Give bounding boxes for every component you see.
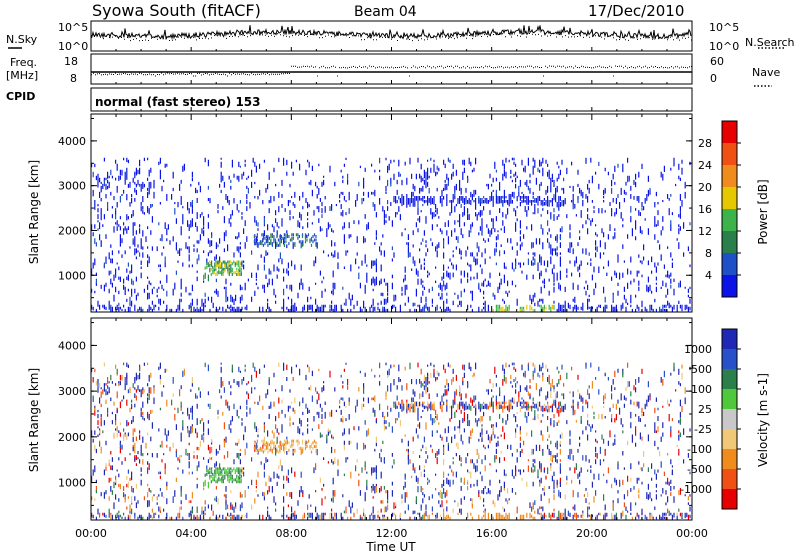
cpid-label: CPID — [6, 90, 35, 103]
colorbar-tick-label: 500 — [691, 363, 712, 376]
colorbar-tick-label: -500 — [687, 463, 712, 476]
velocity-ylabel: Slant Range [km] — [27, 368, 41, 472]
colorbar-segment — [722, 209, 737, 232]
colorbar-tick-label: 16 — [698, 203, 712, 216]
colorbar-segment — [722, 253, 737, 276]
ytick-label: 2000 — [58, 224, 86, 237]
ytick-label: 3000 — [58, 385, 86, 398]
xtick-label: 12:00 — [376, 527, 408, 540]
colorbar-segment — [722, 489, 737, 510]
nsky-trace — [91, 25, 692, 41]
colorbar-segment — [722, 329, 737, 350]
colorbar-frame — [721, 328, 738, 510]
colorbar-tick-label: -100 — [687, 443, 712, 456]
colorbar-tick-label: 25 — [698, 403, 712, 416]
velocity-cells — [94, 362, 683, 520]
xtick-label: 16:00 — [476, 527, 508, 540]
xtick-label: 20:00 — [576, 527, 608, 540]
nsky-tick-top: 10^5 — [58, 21, 88, 34]
plot-title: Syowa South (fitACF) — [92, 1, 261, 20]
freq-tick-bottom: 8 — [70, 72, 77, 85]
ytick-label: 2000 — [58, 431, 86, 444]
power-cells — [203, 260, 555, 312]
ytick-label: 3000 — [58, 180, 86, 193]
ytick-label: 4000 — [58, 339, 86, 352]
colorbar-segment — [722, 187, 737, 210]
freq-tick-top: 18 — [64, 55, 78, 68]
power-ylabel: Slant Range [km] — [27, 160, 41, 264]
xtick-label: 04:00 — [175, 527, 207, 540]
power-cells — [92, 157, 691, 312]
colorbar-tick-label: 12 — [698, 225, 712, 238]
nsearch-tick-bottom: 10^0 — [709, 40, 739, 53]
nave-trace — [91, 65, 692, 77]
colorbar-tick-label: 4 — [705, 269, 712, 282]
freq-panel-frame — [90, 53, 693, 85]
colorbar-segment — [722, 143, 737, 166]
velocity-heatmap — [91, 362, 691, 520]
nave-label: Nave — [752, 66, 780, 79]
nsky-tick-bottom: 10^0 — [58, 40, 88, 53]
x-axis-label: Time UT — [365, 540, 416, 554]
nave-tick-bottom: 0 — [710, 72, 717, 85]
nave-tick-top: 60 — [710, 55, 724, 68]
power-heatmap — [91, 157, 691, 312]
date-label: 17/Dec/2010 — [588, 2, 684, 20]
colorbar-tick-label: -1000 — [680, 483, 712, 496]
freq-label: Freq. — [10, 56, 37, 69]
cpid-value: normal (fast stereo) 153 — [95, 95, 261, 109]
colorbar-tick-label: 100 — [691, 383, 712, 396]
nsearch-label: N.Search — [745, 36, 795, 49]
nsearch-tick-top: 10^5 — [709, 21, 739, 34]
ytick-label: 1000 — [58, 477, 86, 490]
velocity-cells — [94, 362, 689, 520]
colorbar-tick-label: 28 — [698, 137, 712, 150]
nsearch-trace — [91, 32, 692, 42]
colorbar-tick-label: 24 — [698, 159, 712, 172]
colorbar-segment — [722, 449, 737, 470]
colorbar-segment — [722, 231, 737, 254]
colorbar-tick-label: -25 — [694, 423, 712, 436]
xtick-label: 00:00 — [75, 527, 107, 540]
xtick-label: 00:00 — [676, 527, 708, 540]
freq-unit: [MHz] — [6, 69, 38, 82]
velocity-colorbar-label: Velocity [m s-1] — [756, 373, 770, 467]
colorbar-segment — [722, 165, 737, 188]
colorbar-segment — [722, 429, 737, 450]
axes: 1000 2000 3000 4000 1000 2000 3000 4000 00:00 04:… — [58, 47, 708, 540]
ytick-label: 4000 — [58, 135, 86, 148]
beam-label: Beam 04 — [354, 4, 417, 20]
colorbar-segment — [722, 389, 737, 410]
power-cells — [204, 233, 317, 282]
colorbar-segment — [722, 369, 737, 390]
colorbar-segment — [722, 121, 737, 144]
colorbar-tick-label: 20 — [698, 181, 712, 194]
colorbar-tick-label: 1000 — [684, 343, 712, 356]
velocity-cells — [91, 362, 691, 520]
colorbar-segment — [722, 349, 737, 370]
colorbars: 4 8 12 16 20 24 28 1000 500 100 25 -25 -100 -500 -1000 — [680, 120, 741, 510]
colorbar-segment — [722, 275, 737, 298]
power-colorbar-label: Power [dB] — [756, 179, 770, 244]
power-cells — [91, 157, 691, 312]
nsky-label: N.Sky — [6, 33, 38, 46]
velocity-cells — [92, 362, 691, 520]
xtick-label: 08:00 — [275, 527, 307, 540]
velocity-cells — [203, 467, 242, 489]
parameter-traces — [91, 25, 692, 77]
colorbar-segment — [722, 409, 737, 430]
ytick-label: 1000 — [58, 269, 86, 282]
colorbar-segment — [722, 469, 737, 490]
colorbar-tick-label: 8 — [705, 247, 712, 260]
